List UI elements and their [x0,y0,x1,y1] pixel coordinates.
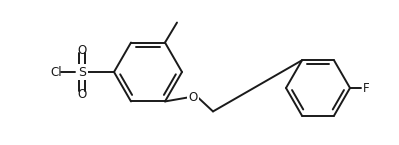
Text: Cl: Cl [50,66,62,78]
Text: O: O [188,91,198,104]
Text: F: F [363,81,369,95]
Text: O: O [77,44,87,57]
Text: O: O [77,87,87,100]
Text: S: S [78,66,86,78]
